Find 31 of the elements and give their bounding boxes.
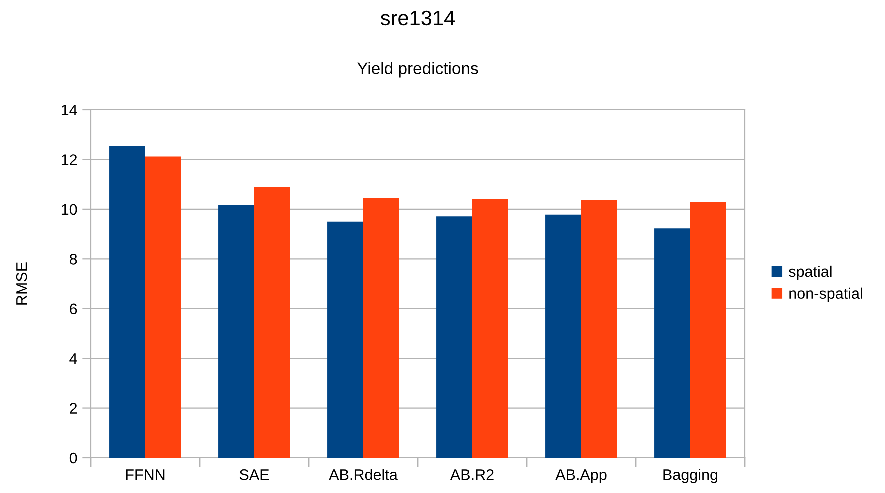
legend-label: spatial	[789, 266, 832, 280]
chart-title: sre1314	[380, 10, 456, 26]
y-tick-label: 0	[70, 452, 78, 464]
bar	[436, 216, 472, 458]
x-tick-label: SAE	[240, 470, 270, 480]
legend-label: non-spatial	[790, 288, 862, 302]
x-tick-label: AB.App	[556, 470, 607, 484]
y-tick-label: 12	[62, 154, 78, 166]
bar	[582, 200, 618, 458]
x-tick-label: FFNN	[126, 470, 165, 480]
x-tick-label: AB.Rdelta	[329, 469, 398, 480]
chart-subtitle: Yield predictions	[358, 62, 478, 78]
bar	[218, 205, 254, 458]
y-tick-label: 2	[70, 403, 78, 414]
y-axis-title: RMSE	[16, 262, 28, 305]
x-tick-label: Bagging	[664, 469, 718, 484]
bar	[328, 222, 364, 458]
bar	[364, 198, 400, 458]
y-tick-label: 14	[62, 105, 78, 116]
bar	[654, 228, 690, 458]
bar	[472, 199, 508, 458]
bar	[110, 146, 146, 458]
bar	[254, 188, 290, 458]
bar	[146, 156, 182, 458]
x-tick-label: AB.R2	[450, 470, 494, 480]
y-tick-label: 4	[70, 354, 78, 364]
y-tick-label: 6	[70, 304, 78, 315]
y-tick-label: 10	[62, 204, 78, 216]
y-tick-label: 8	[70, 254, 78, 265]
bar	[546, 214, 582, 458]
bar	[690, 202, 726, 458]
